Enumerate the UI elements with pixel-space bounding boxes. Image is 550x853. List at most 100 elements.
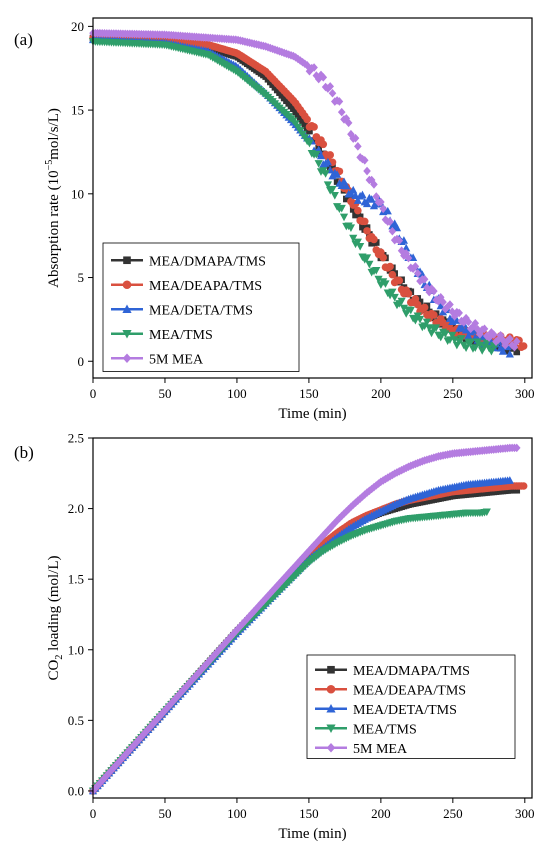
data-point bbox=[206, 655, 215, 664]
data-point bbox=[443, 302, 452, 312]
data-point bbox=[411, 295, 420, 303]
data-point bbox=[306, 127, 313, 135]
data-point bbox=[121, 750, 130, 760]
legend-marker bbox=[326, 684, 336, 694]
data-point bbox=[296, 556, 305, 565]
data-point bbox=[386, 262, 394, 271]
data-point bbox=[471, 318, 480, 328]
data-point bbox=[482, 508, 491, 517]
x-tick-label: 50 bbox=[158, 806, 171, 821]
chart-panel-a: (a) 0 50 100 150 200 250 300 0 5 10 15 20 Time (min) A… bbox=[14, 17, 535, 422]
y-tick-label: 5 bbox=[78, 270, 85, 285]
data-point bbox=[323, 181, 333, 189]
series-mea-tms bbox=[88, 38, 501, 356]
series-5m-mea bbox=[89, 28, 521, 352]
legend-label: MEA/TMS bbox=[149, 328, 213, 343]
legend-marker bbox=[122, 304, 132, 314]
data-point bbox=[238, 619, 247, 628]
data-point bbox=[505, 349, 514, 358]
data-point bbox=[301, 122, 309, 130]
data-point bbox=[292, 108, 299, 116]
data-point bbox=[167, 699, 176, 708]
data-point bbox=[478, 332, 487, 341]
data-point bbox=[397, 246, 406, 255]
data-point bbox=[330, 191, 339, 200]
data-point bbox=[372, 192, 381, 201]
data-point bbox=[319, 73, 328, 82]
legend-label: MEA/DEAPA/TMS bbox=[149, 279, 262, 294]
data-point bbox=[392, 223, 402, 232]
legend-label: MEA/DMAPA/TMS bbox=[149, 254, 266, 269]
x-tick-label: 0 bbox=[90, 806, 97, 821]
panel-label: (a) bbox=[14, 30, 33, 49]
y-tick-label: 0.0 bbox=[68, 783, 84, 798]
data-point bbox=[464, 317, 473, 327]
data-point bbox=[415, 315, 425, 324]
data-point bbox=[310, 541, 318, 550]
data-point bbox=[342, 114, 351, 123]
legend-label: MEA/DEAPA/TMS bbox=[353, 683, 466, 698]
data-point bbox=[351, 133, 360, 143]
data-point bbox=[335, 513, 344, 523]
data-point bbox=[225, 634, 233, 644]
x-tick-label: 200 bbox=[371, 806, 391, 821]
data-point bbox=[349, 234, 358, 243]
legend: MEA/DMAPA/TMS MEA/DEAPA/TMS MEA/DETA/TMS ME… bbox=[306, 654, 516, 759]
data-point bbox=[347, 129, 355, 139]
data-point bbox=[446, 300, 454, 309]
data-point bbox=[363, 166, 371, 176]
x-axis-title: Time (min) bbox=[278, 826, 346, 842]
legend-label: MEA/TMS bbox=[353, 722, 417, 737]
data-point bbox=[430, 286, 438, 296]
data-point bbox=[273, 581, 282, 591]
data-point bbox=[250, 606, 259, 616]
data-point bbox=[473, 325, 482, 334]
data-point bbox=[181, 683, 189, 693]
data-point bbox=[326, 151, 335, 159]
data-point bbox=[151, 717, 159, 726]
data-point bbox=[337, 107, 346, 117]
data-point bbox=[448, 331, 457, 340]
data-point bbox=[321, 170, 330, 178]
data-point bbox=[351, 498, 360, 508]
data-point bbox=[349, 185, 358, 194]
data-point bbox=[404, 289, 413, 298]
data-point bbox=[312, 150, 321, 159]
data-point bbox=[185, 678, 194, 688]
data-point bbox=[294, 558, 302, 568]
data-point bbox=[363, 227, 371, 235]
data-point bbox=[512, 337, 521, 346]
legend-marker bbox=[122, 353, 132, 364]
legend-marker bbox=[122, 329, 132, 339]
data-point bbox=[310, 123, 318, 131]
data-point bbox=[328, 88, 337, 98]
data-point bbox=[471, 344, 480, 352]
data-point bbox=[365, 260, 374, 269]
data-point bbox=[492, 337, 500, 346]
data-point bbox=[123, 748, 132, 757]
data-point bbox=[183, 681, 192, 690]
x-tick-label: 50 bbox=[158, 386, 171, 401]
data-point bbox=[169, 696, 178, 706]
data-point bbox=[339, 213, 349, 222]
legend-label: 5M MEA bbox=[353, 742, 408, 757]
data-point bbox=[466, 338, 475, 347]
data-point bbox=[303, 115, 311, 124]
data-point bbox=[513, 486, 521, 494]
data-point bbox=[275, 578, 284, 588]
data-point bbox=[494, 335, 503, 345]
data-point bbox=[333, 516, 341, 525]
legend-label: MEA/DMAPA/TMS bbox=[353, 664, 470, 679]
data-point bbox=[299, 118, 306, 126]
data-point bbox=[305, 139, 314, 148]
data-point bbox=[461, 325, 471, 334]
x-tick-label: 150 bbox=[299, 386, 319, 401]
data-point bbox=[229, 629, 238, 639]
y-tick-label: 1.0 bbox=[68, 642, 84, 657]
data-point bbox=[457, 335, 466, 343]
data-point bbox=[432, 324, 441, 332]
x-tick-label: 100 bbox=[227, 386, 247, 401]
data-point bbox=[388, 270, 397, 279]
data-point bbox=[367, 484, 376, 494]
